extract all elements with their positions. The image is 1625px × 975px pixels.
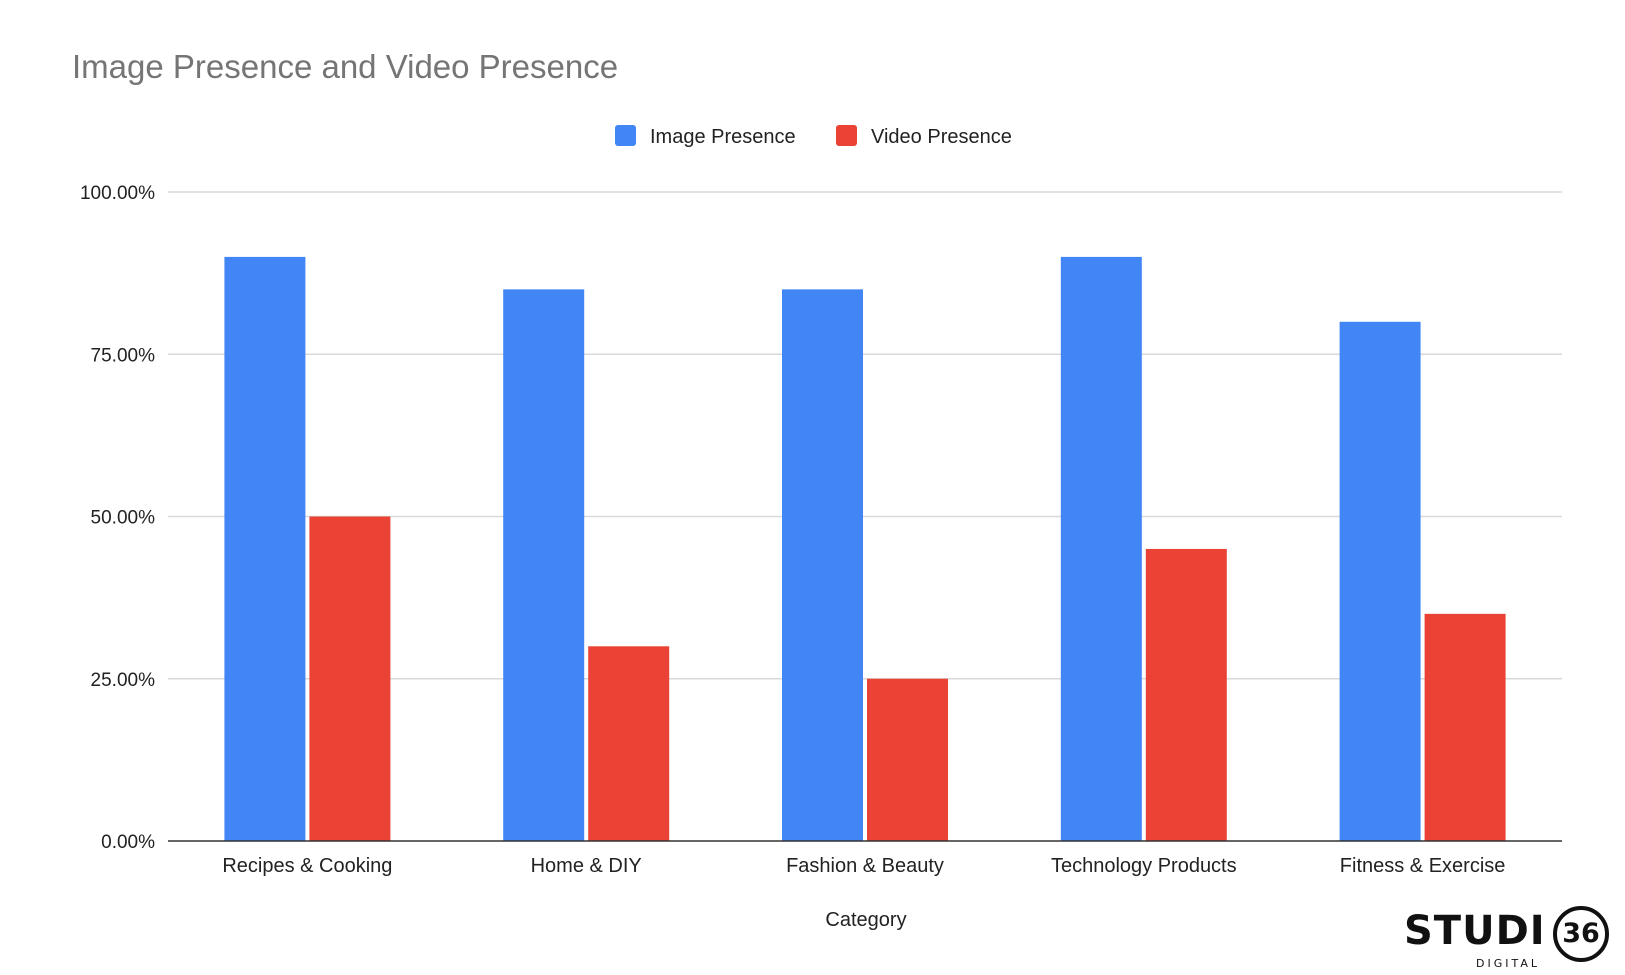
x-tick-label: Fashion & Beauty (786, 855, 944, 877)
bar-image-presence (782, 289, 863, 842)
y-tick-label: 25.00% (91, 670, 156, 691)
x-axis-title: Category (825, 909, 906, 931)
legend-swatch-image (615, 125, 636, 146)
x-axis-ticks: Recipes & Cooking Home & DIY Fashion & Bea… (222, 855, 1505, 877)
bar-image-presence (1339, 321, 1421, 841)
legend-label-video: Video Presence (871, 126, 1012, 148)
y-tick-label: 75.00% (91, 345, 156, 366)
bar-image-presence (1060, 256, 1142, 841)
gridlines (168, 191, 1562, 680)
x-tick-label: Technology Products (1051, 855, 1237, 877)
logo-wordmark: STUDI (1404, 908, 1546, 954)
y-tick-label: 50.00% (91, 508, 156, 529)
y-axis-ticks: 0.00% 25.00% 50.00% 75.00% 100.00% (80, 183, 155, 853)
bar-video-presence (1424, 613, 1506, 841)
legend-label-image: Image Presence (650, 126, 796, 148)
y-tick-label: 0.00% (101, 832, 155, 853)
chart-title: Image Presence and Video Presence (72, 48, 619, 85)
studio36-logo: STUDI 36 DIGITAL (1404, 902, 1614, 972)
x-tick-label: Home & DIY (531, 855, 642, 877)
bars (224, 256, 1506, 842)
legend-swatch-video (836, 125, 857, 146)
bar-image-presence (224, 256, 306, 841)
bar-video-presence (1145, 548, 1227, 841)
logo-number-badge: 36 (1553, 906, 1609, 962)
x-tick-label: Recipes & Cooking (222, 855, 392, 877)
bar-video-presence (867, 678, 948, 841)
logo-subtitle: DIGITAL (1476, 957, 1541, 970)
bar-image-presence (503, 289, 585, 842)
y-tick-label: 100.00% (80, 183, 155, 204)
x-tick-label: Fitness & Exercise (1340, 855, 1506, 877)
legend: Image Presence Video Presence (615, 125, 1012, 148)
bar-video-presence (309, 516, 391, 841)
bar-video-presence (588, 646, 670, 841)
